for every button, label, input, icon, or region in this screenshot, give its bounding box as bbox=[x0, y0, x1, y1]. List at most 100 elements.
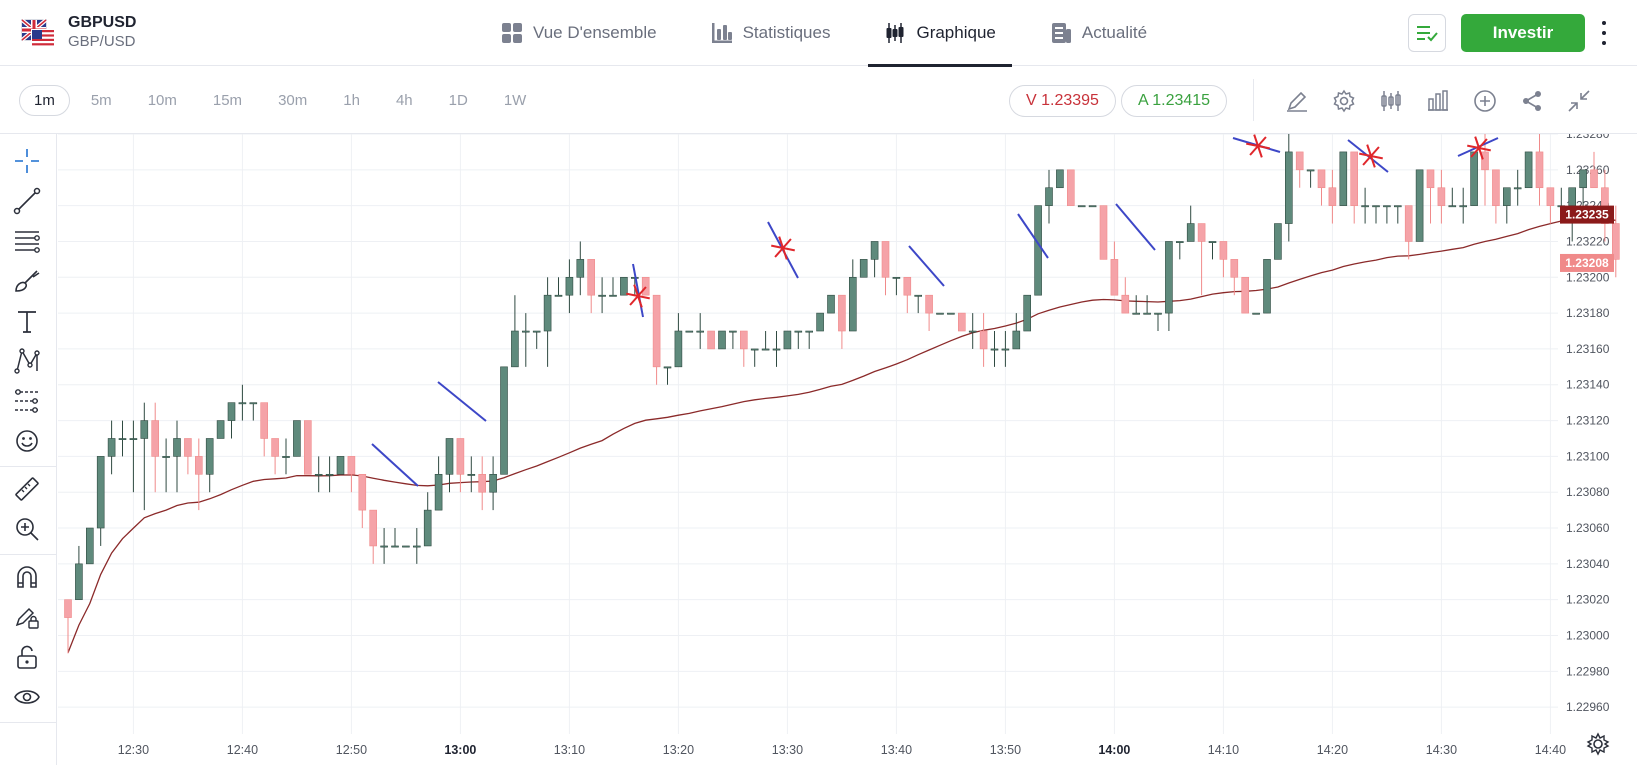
candle-body bbox=[925, 294, 933, 314]
invest-button[interactable]: Investir bbox=[1461, 14, 1585, 52]
candle-body bbox=[412, 545, 421, 548]
candle-up bbox=[227, 402, 236, 439]
candle-body bbox=[1568, 187, 1576, 206]
gear-icon[interactable] bbox=[1329, 86, 1359, 116]
tab-chart[interactable]: Graphique bbox=[868, 0, 1013, 67]
y-tick-label: 1.23200 bbox=[1566, 270, 1610, 284]
timeframe-1w[interactable]: 1W bbox=[503, 92, 527, 109]
candle-up bbox=[576, 241, 585, 296]
indicators-icon[interactable] bbox=[1423, 86, 1453, 116]
sell-price-button[interactable]: V 1.23395 bbox=[1009, 85, 1116, 117]
candle-up bbox=[1088, 205, 1097, 208]
candle-body bbox=[1415, 169, 1424, 242]
candle-up bbox=[336, 456, 345, 475]
lock-drawing-icon[interactable] bbox=[12, 602, 42, 632]
candle-up bbox=[761, 331, 770, 351]
candle-up bbox=[434, 456, 443, 511]
emoji-icon[interactable] bbox=[12, 426, 42, 456]
timeframe-15m[interactable]: 15m bbox=[212, 92, 243, 109]
eye-icon[interactable] bbox=[12, 682, 42, 712]
candle-up bbox=[609, 277, 617, 297]
trend-annotation-line bbox=[437, 381, 487, 422]
x-tick-label: 13:30 bbox=[772, 743, 803, 757]
price-tag-bg bbox=[1560, 205, 1614, 224]
candle-body bbox=[1208, 241, 1217, 243]
trend-annotation-line bbox=[632, 263, 644, 318]
candle-body bbox=[521, 330, 530, 333]
candle-body bbox=[990, 348, 999, 351]
watchlist-button[interactable] bbox=[1408, 14, 1446, 52]
unlock-icon[interactable] bbox=[12, 642, 42, 672]
candle-body bbox=[1077, 205, 1086, 208]
candle-up bbox=[827, 294, 835, 314]
candle-up bbox=[1503, 187, 1511, 224]
add-icon[interactable] bbox=[1470, 86, 1500, 116]
magnet-icon[interactable] bbox=[12, 562, 42, 592]
candle-up bbox=[968, 313, 977, 349]
pencil-icon[interactable] bbox=[1282, 86, 1312, 116]
timeframe-1m[interactable]: 1m bbox=[19, 85, 70, 116]
candle-down bbox=[1437, 169, 1446, 224]
candle-down bbox=[1590, 151, 1598, 189]
text-icon[interactable] bbox=[12, 306, 42, 336]
zoom-in-icon[interactable] bbox=[12, 514, 42, 544]
ruler-icon[interactable] bbox=[12, 474, 42, 504]
timeframe-1h[interactable]: 1h bbox=[343, 92, 360, 109]
y-tick-label: 1.23180 bbox=[1566, 306, 1610, 320]
y-tick-label: 1.23040 bbox=[1566, 557, 1610, 571]
drawing-tools-panel bbox=[0, 134, 57, 765]
watchlist-icon bbox=[1417, 26, 1438, 42]
grid-icon bbox=[502, 23, 522, 43]
chart-settings-gear-icon[interactable] bbox=[1586, 732, 1610, 756]
candle-down bbox=[707, 330, 715, 350]
candle-body bbox=[783, 330, 792, 350]
candle-body bbox=[1143, 312, 1151, 315]
candle-down bbox=[347, 456, 356, 493]
share-icon[interactable] bbox=[1517, 86, 1547, 116]
collapse-icon[interactable] bbox=[1564, 86, 1594, 116]
trend-line-icon[interactable] bbox=[12, 186, 42, 216]
timeframe-10m[interactable]: 10m bbox=[147, 92, 177, 109]
trend-annotation-line bbox=[371, 443, 419, 487]
candle-body bbox=[129, 438, 138, 440]
tab-statistics[interactable]: Statistiques bbox=[695, 0, 847, 66]
candle-body bbox=[881, 241, 890, 278]
candle-body bbox=[445, 438, 454, 475]
more-options-icon[interactable] bbox=[1596, 18, 1612, 48]
candle-body bbox=[1285, 151, 1293, 224]
candle-up bbox=[1372, 205, 1380, 224]
price-chart[interactable]: 1.232801.232601.232401.232201.232001.231… bbox=[58, 134, 1637, 765]
candle-down bbox=[652, 294, 661, 385]
timeframe-4h[interactable]: 4h bbox=[395, 92, 413, 109]
candle-down bbox=[184, 438, 192, 475]
candle-up bbox=[674, 313, 683, 368]
candle-up bbox=[402, 545, 410, 548]
forecast-icon[interactable] bbox=[12, 386, 42, 416]
tab-overview[interactable]: Vue D'ensemble bbox=[485, 0, 673, 66]
tools-divider bbox=[0, 466, 57, 467]
candle-body bbox=[565, 276, 574, 296]
timeframe-5m[interactable]: 5m bbox=[90, 92, 112, 109]
fib-icon[interactable] bbox=[12, 226, 42, 256]
candle-up bbox=[1023, 294, 1032, 332]
candle-up bbox=[173, 420, 181, 493]
timeframe-30m[interactable]: 30m bbox=[278, 92, 308, 109]
main-tabs: Vue D'ensemble Statistiques Graphique Ac… bbox=[485, 0, 1185, 67]
candle-down bbox=[1404, 205, 1413, 260]
candle-body bbox=[1230, 259, 1239, 278]
crosshair-icon[interactable] bbox=[12, 146, 42, 176]
candle-body bbox=[1023, 294, 1032, 332]
timeframe-1d[interactable]: 1D bbox=[448, 92, 468, 109]
brush-icon[interactable] bbox=[12, 266, 42, 296]
buy-price-button[interactable]: A 1.23415 bbox=[1121, 85, 1228, 117]
candle-down bbox=[151, 402, 159, 493]
candle-body bbox=[249, 402, 258, 405]
candlestick-chart[interactable]: 1.232801.232601.232401.232201.232001.231… bbox=[58, 134, 1637, 765]
tab-news[interactable]: Actualité bbox=[1034, 0, 1163, 66]
x-tick-label: 12:40 bbox=[227, 743, 258, 757]
price-tag: 1.23208 bbox=[1560, 253, 1614, 272]
pattern-icon[interactable] bbox=[12, 346, 42, 376]
candle-type-icon[interactable] bbox=[1376, 86, 1406, 116]
candle-body bbox=[1513, 187, 1522, 190]
candle-up bbox=[1383, 205, 1391, 224]
